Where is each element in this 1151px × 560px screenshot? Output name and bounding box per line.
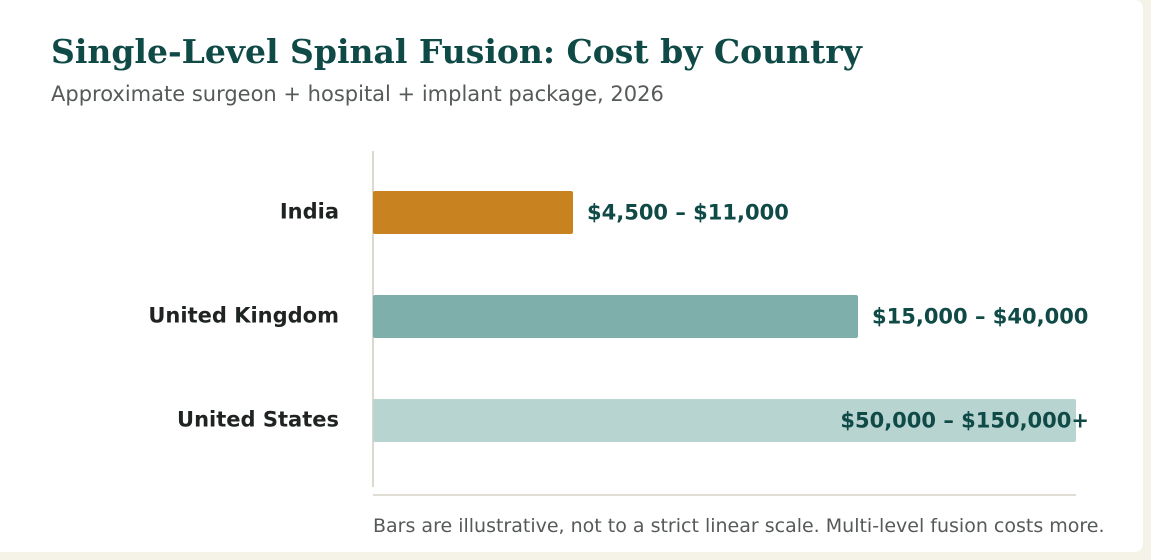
value-label-united-states: $50,000 – $150,000+	[840, 409, 1089, 433]
chart-card: Single-Level Spinal Fusion: Cost by Coun…	[0, 0, 1143, 552]
value-label-india: $4,500 – $11,000	[587, 201, 789, 225]
category-label-united-states: United States	[177, 408, 339, 432]
chart-footnote: Bars are illustrative, not to a strict l…	[373, 515, 1105, 537]
chart-title: Single-Level Spinal Fusion: Cost by Coun…	[51, 32, 862, 71]
bar-united-kingdom	[373, 295, 858, 338]
bar-united-states	[373, 399, 1076, 442]
bar-chart: India $4,500 – $11,000 United Kingdom $15,0…	[148, 151, 1089, 496]
category-label-united-kingdom: United Kingdom	[148, 304, 339, 328]
chart-subtitle: Approximate surgeon + hospital + implant…	[51, 82, 664, 106]
bar-india	[373, 191, 573, 234]
value-label-united-kingdom: $15,000 – $40,000	[872, 305, 1088, 329]
category-label-india: India	[280, 200, 339, 224]
